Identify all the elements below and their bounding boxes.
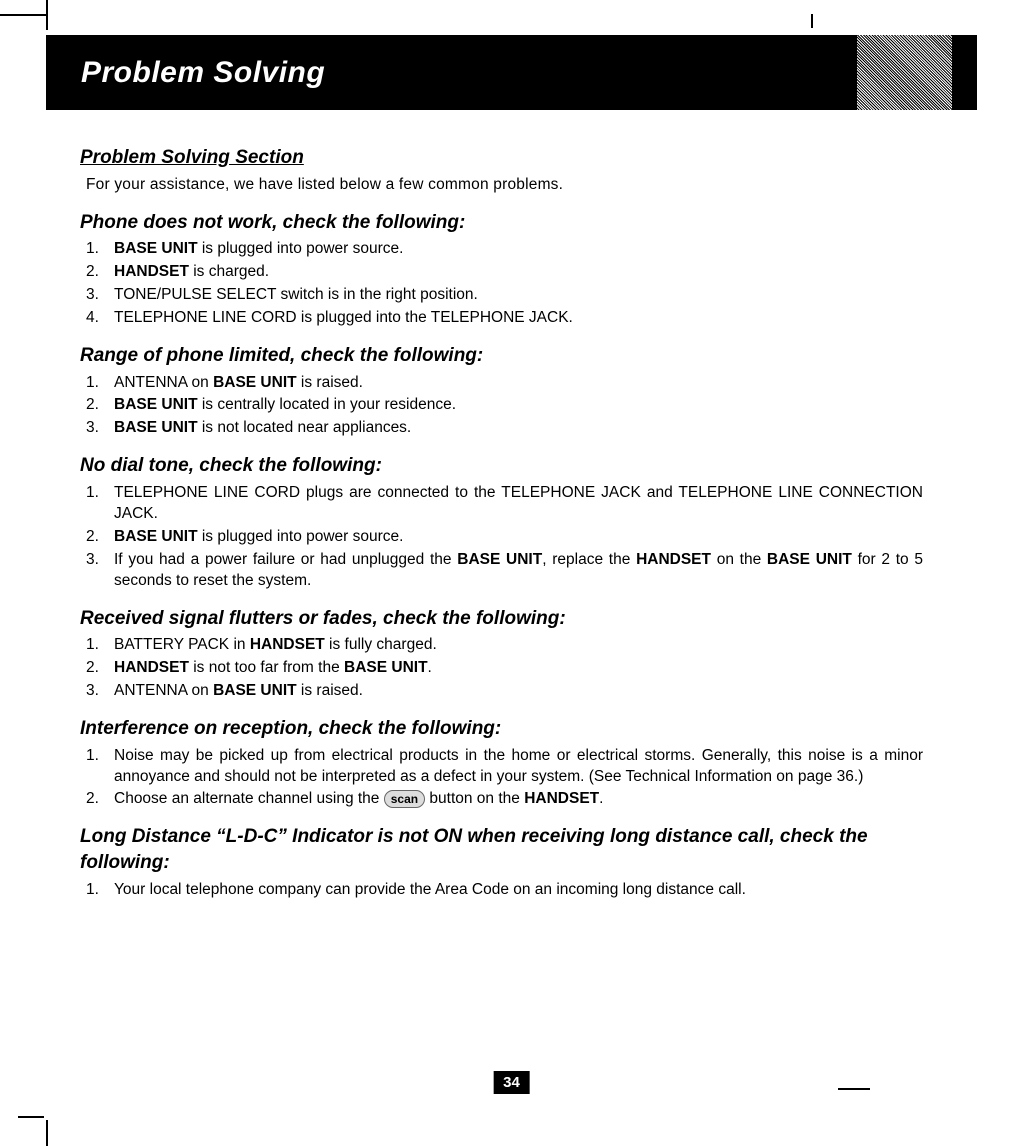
list-item-body: Noise may be picked up from electrical p…	[114, 746, 923, 788]
list-item-body: TONE/PULSE SELECT switch is in the right…	[114, 285, 923, 306]
list-item-body: BATTERY PACK in HANDSET is fully charged…	[114, 635, 923, 656]
section-heading: Range of phone limited, check the follow…	[80, 343, 923, 369]
section-heading: Phone does not work, check the following…	[80, 210, 923, 236]
list-item: 1.BATTERY PACK in HANDSET is fully charg…	[86, 635, 923, 656]
bold-term: HANDSET	[114, 263, 189, 280]
bold-term: BASE UNIT	[344, 659, 428, 676]
list-item: 4.TELEPHONE LINE CORD is plugged into th…	[86, 308, 923, 329]
bold-term: HANDSET	[114, 659, 189, 676]
list-item-body: HANDSET is not too far from the BASE UNI…	[114, 658, 923, 679]
bold-term: BASE UNIT	[114, 240, 198, 257]
list-item-number: 3.	[86, 681, 114, 702]
scan-button-icon: scan	[384, 790, 425, 808]
list-item-body: If you had a power failure or had unplug…	[114, 550, 923, 592]
bold-term: BASE UNIT	[767, 551, 852, 568]
list-item: 2.BASE UNIT is centrally located in your…	[86, 395, 923, 416]
bold-term: HANDSET	[250, 636, 325, 653]
list-item: 1.TELEPHONE LINE CORD plugs are connecte…	[86, 483, 923, 525]
list-item-body: TELEPHONE LINE CORD plugs are connected …	[114, 483, 923, 525]
list-item-number: 1.	[86, 483, 114, 525]
list-item: 2.BASE UNIT is plugged into power source…	[86, 527, 923, 548]
list-item-number: 1.	[86, 880, 114, 901]
section-heading: Received signal flutters or fades, check…	[80, 606, 923, 632]
crop-mark	[46, 1120, 48, 1146]
list-item-body: HANDSET is charged.	[114, 262, 923, 283]
bold-term: HANDSET	[524, 790, 599, 807]
list-item-number: 1.	[86, 373, 114, 394]
sections-container: Phone does not work, check the following…	[80, 210, 923, 901]
section-list: 1.Noise may be picked up from electrical…	[86, 746, 923, 811]
bold-term: HANDSET	[636, 551, 711, 568]
bold-term: BASE UNIT	[114, 396, 198, 413]
crop-mark	[46, 0, 48, 30]
section-list: 1.TELEPHONE LINE CORD plugs are connecte…	[86, 483, 923, 592]
page-number: 34	[493, 1071, 530, 1094]
list-item-number: 2.	[86, 658, 114, 679]
list-item-number: 3.	[86, 285, 114, 306]
list-item-number: 2.	[86, 262, 114, 283]
manual-page: Problem Solving Problem Solving Section …	[0, 0, 1023, 1146]
list-item-number: 4.	[86, 308, 114, 329]
list-item: 2.HANDSET is charged.	[86, 262, 923, 283]
crop-mark	[0, 14, 46, 16]
list-item: 3.TONE/PULSE SELECT switch is in the rig…	[86, 285, 923, 306]
page-header: Problem Solving	[46, 35, 977, 110]
list-item-body: ANTENNA on BASE UNIT is raised.	[114, 681, 923, 702]
list-item: 2.Choose an alternate channel using the …	[86, 789, 923, 810]
bold-term: BASE UNIT	[457, 551, 542, 568]
section-list: 1.BASE UNIT is plugged into power source…	[86, 239, 923, 329]
list-item-body: BASE UNIT is not located near appliances…	[114, 418, 923, 439]
crop-mark	[18, 1116, 44, 1118]
list-item-body: BASE UNIT is plugged into power source.	[114, 239, 923, 260]
list-item: 1.Your local telephone company can provi…	[86, 880, 923, 901]
section-list: 1.Your local telephone company can provi…	[86, 880, 923, 901]
list-item-number: 1.	[86, 635, 114, 656]
list-item: 3.BASE UNIT is not located near applianc…	[86, 418, 923, 439]
list-item: 1.ANTENNA on BASE UNIT is raised.	[86, 373, 923, 394]
list-item-number: 2.	[86, 527, 114, 548]
list-item: 2.HANDSET is not too far from the BASE U…	[86, 658, 923, 679]
list-item-number: 3.	[86, 418, 114, 439]
list-item-number: 3.	[86, 550, 114, 592]
list-item-number: 2.	[86, 395, 114, 416]
list-item: 1.BASE UNIT is plugged into power source…	[86, 239, 923, 260]
thumb-tab-icon	[857, 35, 952, 110]
list-item-number: 1.	[86, 239, 114, 260]
crop-mark	[838, 1088, 870, 1090]
list-item-body: TELEPHONE LINE CORD is plugged into the …	[114, 308, 923, 329]
section-list: 1.BATTERY PACK in HANDSET is fully charg…	[86, 635, 923, 702]
intro-heading: Problem Solving Section	[80, 145, 923, 171]
list-item: 1.Noise may be picked up from electrical…	[86, 746, 923, 788]
list-item-body: Choose an alternate channel using the sc…	[114, 789, 923, 810]
list-item-body: Your local telephone company can provide…	[114, 880, 923, 901]
list-item: 3.If you had a power failure or had unpl…	[86, 550, 923, 592]
section-list: 1.ANTENNA on BASE UNIT is raised.2.BASE …	[86, 373, 923, 440]
list-item-body: BASE UNIT is plugged into power source.	[114, 527, 923, 548]
bold-term: BASE UNIT	[213, 682, 297, 699]
list-item-number: 1.	[86, 746, 114, 788]
section-heading: Long Distance “L-D-C” Indicator is not O…	[80, 824, 923, 875]
bold-term: BASE UNIT	[114, 419, 198, 436]
list-item-body: BASE UNIT is centrally located in your r…	[114, 395, 923, 416]
list-item: 3.ANTENNA on BASE UNIT is raised.	[86, 681, 923, 702]
section-heading: No dial tone, check the following:	[80, 453, 923, 479]
page-content: Problem Solving Section For your assista…	[80, 145, 923, 903]
bold-term: BASE UNIT	[213, 374, 297, 391]
section-heading: Interference on reception, check the fol…	[80, 716, 923, 742]
crop-mark	[811, 14, 813, 28]
list-item-number: 2.	[86, 789, 114, 810]
bold-term: BASE UNIT	[114, 528, 198, 545]
page-header-title: Problem Solving	[81, 56, 325, 90]
list-item-body: ANTENNA on BASE UNIT is raised.	[114, 373, 923, 394]
intro-text: For your assistance, we have listed belo…	[86, 175, 923, 196]
